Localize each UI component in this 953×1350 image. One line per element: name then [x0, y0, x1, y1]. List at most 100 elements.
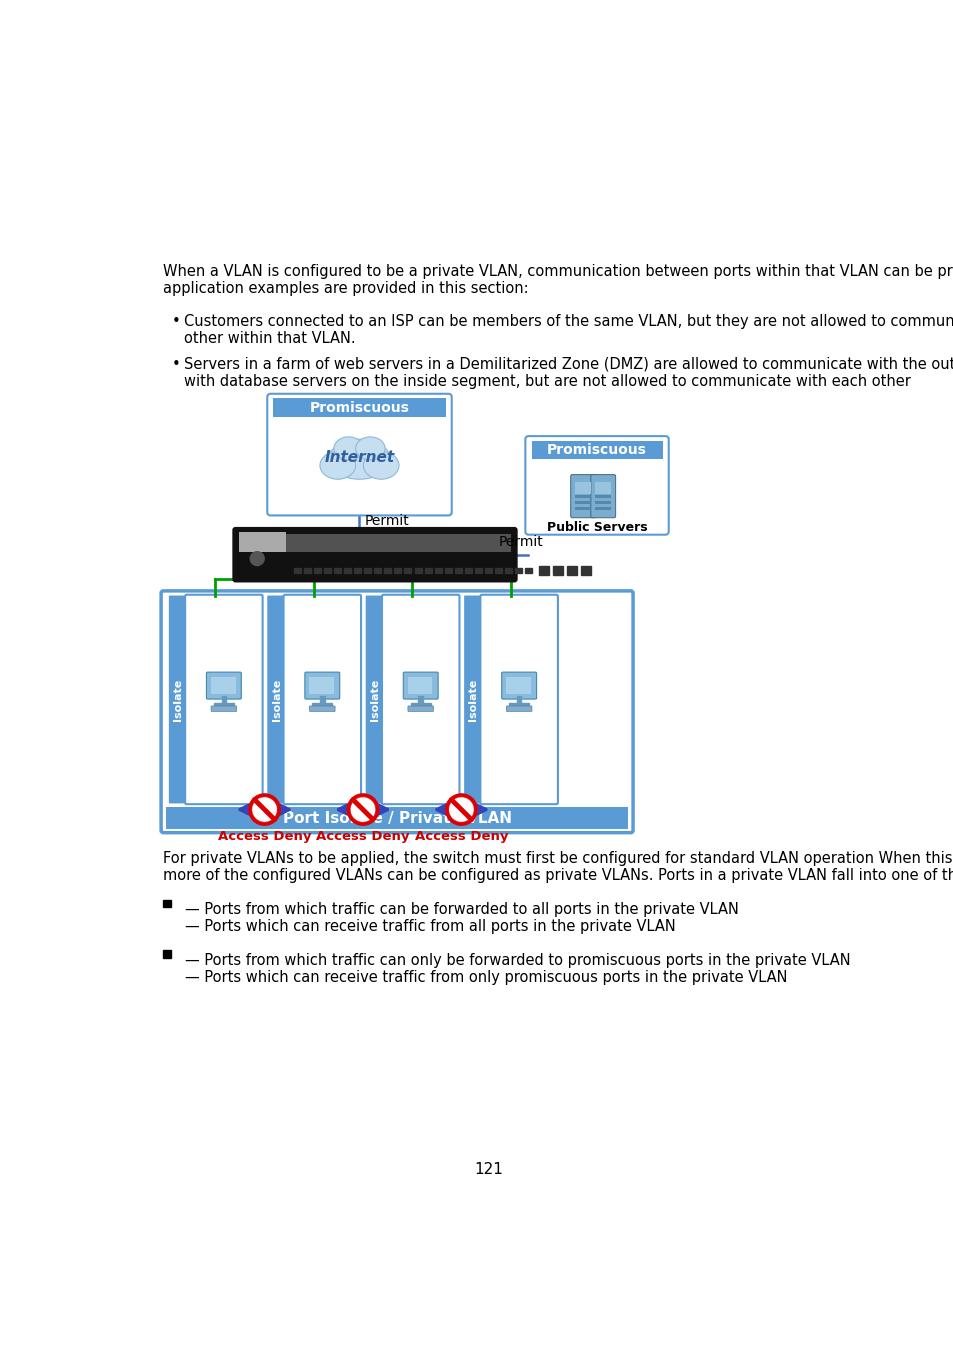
Text: Isolate: Isolate: [172, 678, 183, 721]
Circle shape: [351, 798, 375, 821]
Text: — Ports which can receive traffic from only promiscuous ports in the private VLA: — Ports which can receive traffic from o…: [185, 969, 787, 984]
Text: — Ports from which traffic can be forwarded to all ports in the private VLAN: — Ports from which traffic can be forwar…: [185, 902, 739, 917]
Text: For private VLANs to be applied, the switch must first be configured for standar: For private VLANs to be applied, the swi…: [163, 850, 953, 867]
Bar: [575, 482, 590, 494]
Circle shape: [449, 798, 473, 821]
Bar: [505, 568, 512, 574]
Bar: [374, 568, 381, 574]
Bar: [575, 495, 590, 498]
Ellipse shape: [334, 437, 363, 460]
Bar: [575, 501, 590, 504]
FancyBboxPatch shape: [506, 706, 532, 711]
Text: with database servers on the inside segment, but are not allowed to communicate : with database servers on the inside segm…: [183, 374, 909, 389]
Bar: [538, 566, 549, 575]
Bar: [575, 508, 590, 510]
Bar: [211, 678, 235, 694]
Circle shape: [250, 552, 264, 566]
FancyBboxPatch shape: [283, 595, 360, 805]
Text: •: •: [172, 356, 180, 371]
FancyBboxPatch shape: [480, 595, 558, 805]
Bar: [303, 568, 311, 574]
Bar: [495, 568, 501, 574]
Bar: [163, 950, 171, 958]
Text: Servers in a farm of web servers in a Demilitarized Zone (DMZ) are allowed to co: Servers in a farm of web servers in a De…: [183, 356, 953, 371]
Bar: [418, 697, 422, 703]
FancyBboxPatch shape: [403, 672, 437, 699]
FancyBboxPatch shape: [161, 591, 633, 833]
Bar: [464, 568, 472, 574]
Text: When a VLAN is configured to be a private VLAN, communication between ports with: When a VLAN is configured to be a privat…: [163, 263, 953, 278]
Bar: [404, 568, 411, 574]
Bar: [394, 568, 401, 574]
FancyBboxPatch shape: [590, 475, 615, 518]
Bar: [515, 568, 521, 574]
Bar: [221, 697, 226, 703]
Bar: [294, 568, 300, 574]
Bar: [364, 568, 371, 574]
Bar: [415, 568, 421, 574]
Bar: [595, 501, 610, 504]
Bar: [580, 566, 591, 575]
Bar: [435, 568, 441, 574]
Bar: [314, 568, 320, 574]
Bar: [509, 702, 529, 706]
Bar: [344, 568, 351, 574]
Bar: [517, 697, 521, 703]
Bar: [531, 440, 661, 459]
Bar: [455, 568, 461, 574]
FancyBboxPatch shape: [169, 595, 187, 803]
FancyBboxPatch shape: [206, 672, 241, 699]
FancyBboxPatch shape: [570, 475, 595, 518]
Ellipse shape: [363, 451, 398, 479]
Text: — Ports from which traffic can only be forwarded to promiscuous ports in the pri: — Ports from which traffic can only be f…: [185, 953, 850, 968]
Bar: [475, 568, 481, 574]
Circle shape: [348, 795, 377, 825]
Bar: [410, 702, 431, 706]
Bar: [444, 568, 452, 574]
Text: Isolate: Isolate: [370, 678, 379, 721]
Circle shape: [253, 798, 276, 821]
Bar: [595, 482, 610, 494]
Text: Customers connected to an ISP can be members of the same VLAN, but they are not : Customers connected to an ISP can be mem…: [183, 315, 953, 329]
Text: Promiscuous: Promiscuous: [546, 443, 646, 458]
FancyBboxPatch shape: [233, 528, 517, 582]
Text: Port Isolate / Private VLAN: Port Isolate / Private VLAN: [282, 810, 511, 826]
Ellipse shape: [328, 439, 390, 479]
FancyBboxPatch shape: [525, 436, 668, 535]
Bar: [354, 568, 360, 574]
FancyBboxPatch shape: [408, 706, 433, 711]
Bar: [334, 568, 340, 574]
Bar: [384, 568, 391, 574]
Text: Promiscuous: Promiscuous: [309, 401, 409, 414]
Text: application examples are provided in this section:: application examples are provided in thi…: [163, 281, 529, 296]
Text: Access Deny: Access Deny: [315, 830, 409, 844]
Text: more of the configured VLANs can be configured as private VLANs. Ports in a priv: more of the configured VLANs can be conf…: [163, 868, 953, 883]
Bar: [525, 568, 532, 574]
Text: Internet: Internet: [324, 450, 395, 466]
Bar: [424, 568, 431, 574]
Ellipse shape: [355, 437, 385, 460]
Text: Permit: Permit: [365, 514, 409, 528]
Bar: [238, 533, 511, 552]
Bar: [274, 398, 445, 417]
FancyBboxPatch shape: [365, 595, 384, 803]
FancyBboxPatch shape: [267, 394, 452, 516]
Bar: [163, 899, 171, 907]
Text: Access Deny: Access Deny: [217, 830, 311, 844]
FancyBboxPatch shape: [185, 595, 262, 805]
FancyBboxPatch shape: [211, 706, 236, 711]
Bar: [407, 678, 432, 694]
Bar: [567, 566, 577, 575]
Bar: [484, 568, 492, 574]
Text: — Ports which can receive traffic from all ports in the private VLAN: — Ports which can receive traffic from a…: [185, 919, 675, 934]
FancyBboxPatch shape: [464, 595, 482, 803]
Bar: [213, 702, 233, 706]
FancyBboxPatch shape: [381, 595, 459, 805]
FancyBboxPatch shape: [309, 706, 335, 711]
Bar: [319, 697, 324, 703]
Text: •: •: [172, 315, 180, 329]
Text: Public Servers: Public Servers: [546, 521, 647, 533]
Circle shape: [446, 795, 476, 825]
Text: Isolate: Isolate: [272, 678, 281, 721]
Bar: [323, 568, 331, 574]
